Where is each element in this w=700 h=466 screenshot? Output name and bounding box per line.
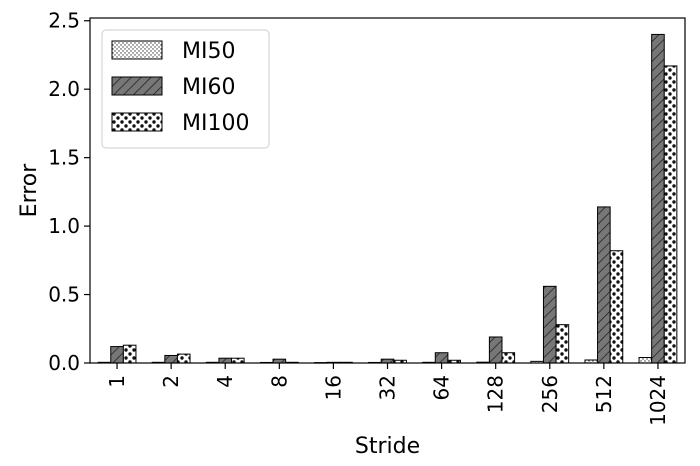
legend-label: MI100 [182, 111, 249, 136]
x-tick-label: 256 [538, 375, 562, 413]
x-tick-label: 128 [484, 375, 508, 413]
bar-mi60-2 [164, 354, 178, 364]
x-tick-label: 512 [592, 375, 616, 413]
bar-mi60-1 [110, 346, 124, 364]
legend-item-mi60: MI60 [111, 75, 235, 100]
legend: MI50 MI60 MI100 [101, 29, 270, 149]
legend-swatch [111, 76, 163, 96]
legend-item-mi50: MI50 [111, 39, 235, 64]
legend-item-mi100: MI100 [111, 111, 249, 136]
bar-mi100-256 [555, 324, 570, 364]
bar-mi60-512 [597, 206, 611, 364]
y-tick-label: 2.0 [48, 77, 80, 101]
y-tick-label: 1.0 [48, 214, 80, 238]
y-tick-label: 0.5 [48, 283, 80, 307]
bar-mi60-4 [218, 357, 233, 364]
bar-mi100-1024 [663, 65, 678, 364]
series-mi100 [122, 65, 678, 364]
x-tick-label: 64 [430, 375, 454, 400]
y-tick-label: 2.5 [48, 9, 80, 33]
legend-swatch [111, 40, 163, 60]
bar-mi100-1 [122, 344, 137, 364]
legend-swatch [111, 112, 163, 132]
bar-mi50-1024 [638, 357, 653, 364]
axes-layer: 0.0 0.5 1.0 1.5 2.0 2.5 1 2 4 8 16 32 64 128 256 512 102… [17, 9, 686, 459]
x-tick-label: 1 [105, 375, 129, 388]
x-axis-title: Stride [355, 434, 420, 459]
x-tick-label: 32 [376, 375, 400, 400]
bar-mi60-1024 [651, 33, 665, 364]
x-tick-label: 8 [267, 375, 291, 388]
legend-label: MI50 [182, 39, 235, 64]
x-tick-label: 1024 [646, 375, 670, 426]
legend-label: MI60 [182, 75, 235, 100]
bar-mi100-4 [231, 357, 245, 364]
bar-mi60-128 [488, 336, 503, 364]
bar-mi100-512 [609, 250, 624, 364]
x-tick-label: 4 [213, 375, 237, 388]
y-tick-label: 0.0 [48, 351, 80, 375]
bar-mi60-256 [542, 285, 557, 364]
bar-mi100-2 [176, 353, 191, 364]
bar-mi100-128 [501, 352, 516, 364]
x-tick-label: 2 [159, 375, 183, 388]
x-tick-label: 16 [321, 375, 345, 400]
bar-mi60-64 [434, 352, 449, 364]
y-axis-title: Error [17, 163, 42, 218]
y-tick-label: 1.5 [48, 146, 80, 170]
